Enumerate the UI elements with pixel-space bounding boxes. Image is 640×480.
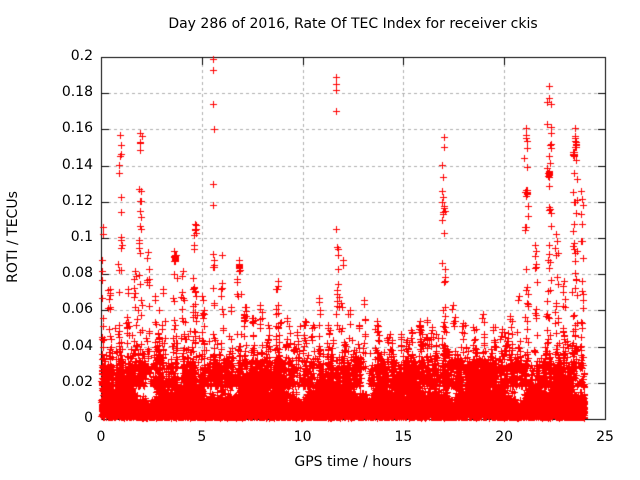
y-tick-label: 0.06 bbox=[61, 301, 93, 318]
x-tick-label: 10 bbox=[293, 429, 312, 445]
y-tick-label: 0.14 bbox=[61, 156, 93, 173]
y-tick-label: 0.04 bbox=[61, 337, 93, 354]
y-tick-label: 0.08 bbox=[61, 265, 93, 282]
chart-title: Day 286 of 2016, Rate Of TEC Index for r… bbox=[168, 16, 538, 32]
x-axis-label: GPS time / hours bbox=[294, 454, 412, 470]
x-tick-label: 5 bbox=[197, 429, 207, 445]
y-tick-label: 0.16 bbox=[61, 120, 93, 137]
y-tick-label: 0 bbox=[84, 410, 93, 426]
y-tick-label: 0.12 bbox=[61, 192, 93, 209]
x-tick-label: 25 bbox=[596, 429, 614, 445]
y-tick-label: 0.2 bbox=[70, 48, 93, 64]
x-tick-label: 15 bbox=[394, 429, 413, 445]
x-tick-label: 20 bbox=[495, 429, 514, 445]
y-tick-label: 0.1 bbox=[70, 229, 93, 245]
y-axis-label: ROTI / TECUs bbox=[5, 191, 21, 283]
y-tick-label: 0.18 bbox=[61, 84, 93, 101]
x-tick-label: 0 bbox=[96, 429, 106, 445]
y-tick-label: 0.02 bbox=[61, 373, 93, 390]
